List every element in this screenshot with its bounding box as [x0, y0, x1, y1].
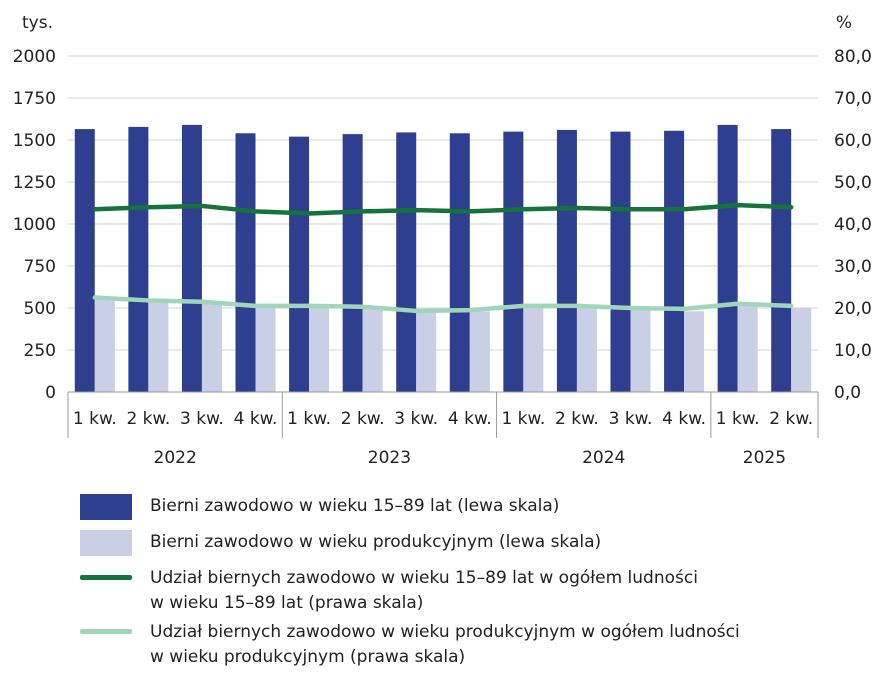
legend-label: Bierni zawodowo w wieku 15–89 lat (lewa …: [150, 496, 560, 516]
bar-bierni-15-89: [342, 134, 363, 392]
category-label: 2 kw.: [555, 409, 599, 429]
right-tick-label: 40,0: [834, 215, 872, 235]
category-label: 4 kw.: [448, 409, 492, 429]
legend-swatch-dark-line: [80, 575, 132, 580]
legend: Bierni zawodowo w wieku 15–89 lat (lewa …: [80, 490, 860, 670]
year-label: 2023: [368, 448, 411, 468]
bar-bierni-produkcyjny: [255, 304, 276, 392]
bar-bierni-produkcyjny: [416, 313, 437, 392]
category-label: 4 kw.: [234, 409, 278, 429]
legend-label: Bierni zawodowo w wieku produkcyjnym (le…: [150, 532, 602, 552]
category-label: 2 kw.: [341, 409, 385, 429]
bar-bierni-produkcyjny: [469, 311, 490, 392]
bar-bierni-15-89: [556, 129, 577, 393]
bar-bierni-15-89: [181, 124, 202, 392]
bar-bierni-15-89: [128, 126, 149, 393]
bar-bierni-produkcyjny: [576, 307, 597, 392]
left-tick-label: 500: [24, 299, 56, 319]
legend-label-line2: w wieku produkcyjnym (prawa skala): [150, 647, 466, 667]
year-label: 2025: [743, 448, 786, 468]
right-tick-label: 60,0: [834, 131, 872, 151]
bar-bierni-15-89: [74, 129, 95, 392]
bar-bierni-produkcyjny: [309, 306, 330, 392]
bar-bierni-15-89: [235, 133, 256, 392]
right-tick-label: 50,0: [834, 173, 872, 193]
bar-bierni-15-89: [396, 132, 417, 392]
left-tick-label: 0: [45, 383, 56, 403]
left-tick-label: 1500: [13, 131, 56, 151]
bar-bierni-produkcyjny: [684, 311, 705, 392]
left-tick-label: 250: [24, 341, 56, 361]
category-label: 3 kw.: [394, 409, 438, 429]
left-tick-label: 1250: [13, 173, 56, 193]
legend-item-bierni-15-89: Bierni zawodowo w wieku 15–89 lat (lewa …: [80, 490, 860, 526]
bar-bierni-produkcyjny: [201, 301, 222, 392]
bar-bierni-produkcyjny: [362, 307, 383, 392]
bar-bierni-produkcyjny: [791, 308, 812, 392]
bar-bierni-15-89: [664, 130, 685, 392]
bar-bierni-produkcyjny: [630, 309, 651, 392]
legend-swatch-dark-bar: [80, 494, 132, 520]
bar-bierni-produkcyjny: [148, 300, 169, 392]
right-tick-label: 70,0: [834, 89, 872, 109]
year-label: 2024: [582, 448, 625, 468]
right-tick-label: 10,0: [834, 341, 872, 361]
year-label: 2022: [154, 448, 197, 468]
bar-bierni-15-89: [771, 129, 792, 392]
bar-bierni-15-89: [503, 131, 524, 392]
legend-label: Udział biernych zawodowo w wieku 15–89 l…: [150, 566, 698, 616]
legend-swatch-light-line: [80, 629, 132, 634]
bar-bierni-produkcyjny: [94, 297, 115, 392]
category-label: 2 kw.: [769, 409, 813, 429]
line-udzial-produkcyjny: [92, 295, 794, 314]
category-label: 3 kw.: [609, 409, 653, 429]
right-tick-label: 20,0: [834, 299, 872, 319]
right-axis-unit: %: [836, 13, 852, 33]
chart: tys. % 0 0,0 250 10,0 500 20,0 750 30,0 1000 40,0 12…: [13, 13, 872, 468]
category-label: 1 kw.: [73, 409, 117, 429]
legend-swatch-light-bar: [80, 530, 132, 556]
left-tick-label: 750: [24, 257, 56, 277]
legend-item-bierni-produkcyjny: Bierni zawodowo w wieku produkcyjnym (le…: [80, 526, 860, 562]
right-tick-label: 30,0: [834, 257, 872, 277]
right-tick-label: 0,0: [834, 383, 861, 403]
left-tick-label: 1750: [13, 89, 56, 109]
legend-label-line1: Udział biernych zawodowo w wieku produkc…: [150, 622, 740, 642]
bar-bierni-produkcyjny: [737, 304, 758, 392]
legend-item-udzial-15-89: Udział biernych zawodowo w wieku 15–89 l…: [80, 562, 860, 616]
bar-bierni-produkcyjny: [523, 306, 544, 392]
right-tick-label: 80,0: [834, 47, 872, 67]
category-label: 1 kw.: [501, 409, 545, 429]
category-label: 2 kw.: [126, 409, 170, 429]
category-label: 1 kw.: [716, 409, 760, 429]
legend-item-udzial-produkcyjny: Udział biernych zawodowo w wieku produkc…: [80, 616, 860, 670]
bar-bierni-15-89: [449, 133, 470, 392]
bar-bierni-15-89: [610, 131, 631, 392]
legend-label: Udział biernych zawodowo w wieku produkc…: [150, 620, 740, 670]
bar-bierni-15-89: [289, 136, 310, 392]
category-label: 1 kw.: [287, 409, 331, 429]
category-label: 4 kw.: [662, 409, 706, 429]
category-label: 3 kw.: [180, 409, 224, 429]
line-udzial-15-89: [92, 202, 794, 216]
bar-bierni-15-89: [717, 124, 738, 392]
left-tick-label: 1000: [13, 215, 56, 235]
legend-label-line1: Udział biernych zawodowo w wieku 15–89 l…: [150, 568, 698, 588]
legend-label-line2: w wieku 15–89 lat (prawa skala): [150, 593, 424, 613]
left-tick-label: 2000: [13, 47, 56, 67]
left-axis-unit: tys.: [22, 13, 53, 33]
